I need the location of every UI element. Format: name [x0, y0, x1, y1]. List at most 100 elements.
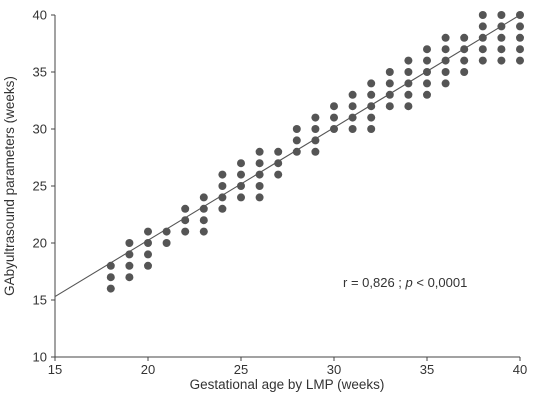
data-point — [237, 170, 245, 179]
x-axis-title: Gestational age by LMP (weeks) — [190, 377, 385, 392]
data-point — [404, 102, 413, 111]
y-tick-label: 25 — [33, 179, 47, 194]
data-point — [162, 239, 171, 247]
data-point — [385, 68, 394, 76]
data-point — [478, 22, 487, 31]
data-point — [218, 204, 227, 213]
data-point — [237, 159, 245, 168]
annotation-p: p — [405, 275, 413, 290]
data-point — [497, 56, 506, 65]
data-point — [274, 147, 283, 156]
data-point — [460, 56, 469, 65]
data-point — [311, 147, 320, 156]
data-point — [106, 284, 115, 293]
data-point — [441, 45, 450, 54]
data-point — [106, 273, 115, 282]
data-point — [460, 68, 469, 76]
y-axis-title: GAbyultrasound parameters (weeks) — [2, 76, 17, 296]
data-point — [423, 79, 431, 88]
data-point — [199, 193, 208, 202]
data-point — [330, 113, 338, 122]
data-point — [237, 193, 245, 202]
data-point — [125, 261, 134, 270]
data-point — [181, 204, 190, 213]
x-tick-label: 20 — [141, 362, 155, 377]
data-point — [255, 147, 264, 156]
correlation-annotation: r = 0,826 ; p < 0,0001 — [343, 275, 467, 290]
data-point — [255, 170, 264, 179]
y-tick-label: 30 — [33, 122, 47, 137]
data-point — [199, 227, 208, 236]
data-point — [367, 79, 376, 88]
data-point — [348, 90, 357, 99]
data-point — [181, 216, 190, 225]
data-point — [423, 90, 431, 99]
y-tick-label: 35 — [33, 65, 47, 80]
y-tick-label: 15 — [33, 293, 47, 308]
data-point — [311, 136, 320, 145]
data-point — [348, 102, 357, 111]
data-point — [367, 90, 376, 99]
data-point — [516, 45, 524, 54]
data-point — [125, 273, 134, 282]
regression-line — [54, 14, 521, 298]
data-point — [441, 68, 450, 76]
data-point — [516, 33, 524, 42]
data-point — [423, 45, 431, 54]
data-point — [516, 56, 524, 65]
data-point — [404, 56, 413, 65]
data-point — [292, 125, 301, 133]
data-point — [404, 90, 413, 99]
data-point — [516, 22, 524, 31]
data-point — [497, 45, 506, 54]
data-point — [330, 102, 338, 111]
data-point — [292, 136, 301, 145]
y-tick-label: 10 — [33, 350, 47, 365]
data-point — [181, 227, 190, 236]
y-ticks: 10 15 20 25 30 35 40 — [33, 8, 55, 365]
data-point — [237, 182, 245, 190]
x-tick-label: 35 — [420, 362, 434, 377]
data-point — [385, 79, 394, 88]
data-point — [367, 113, 376, 122]
data-point — [423, 56, 431, 65]
data-point — [478, 56, 487, 65]
plot-frame — [54, 15, 520, 358]
data-point — [348, 125, 357, 133]
data-point — [255, 193, 264, 202]
data-point — [274, 159, 283, 168]
annotation-r: r = 0,826 ; — [343, 275, 406, 290]
data-point — [144, 250, 152, 259]
data-point — [497, 11, 506, 19]
data-points — [106, 11, 524, 293]
data-point — [218, 182, 227, 190]
data-point — [144, 227, 152, 236]
x-tick-label: 15 — [48, 362, 62, 377]
data-point — [292, 147, 301, 156]
data-point — [274, 170, 283, 179]
data-point — [255, 182, 264, 190]
data-point — [385, 102, 394, 111]
data-point — [125, 239, 134, 247]
data-point — [144, 261, 152, 270]
y-tick-label: 40 — [33, 8, 47, 23]
data-point — [255, 159, 264, 168]
x-tick-label: 25 — [234, 362, 248, 377]
x-tick-label: 30 — [327, 362, 341, 377]
x-tick-label: 40 — [513, 362, 527, 377]
data-point — [460, 33, 469, 42]
data-point — [478, 45, 487, 54]
data-point — [199, 216, 208, 225]
data-point — [497, 33, 506, 42]
data-point — [218, 170, 227, 179]
data-point — [218, 193, 227, 202]
y-tick-label: 20 — [33, 236, 47, 251]
x-ticks: 15 20 25 30 35 40 — [48, 357, 527, 377]
data-point — [441, 33, 450, 42]
data-point — [311, 113, 320, 122]
data-point — [478, 11, 487, 19]
data-point — [311, 125, 320, 133]
data-point — [199, 204, 208, 213]
data-point — [404, 68, 413, 76]
